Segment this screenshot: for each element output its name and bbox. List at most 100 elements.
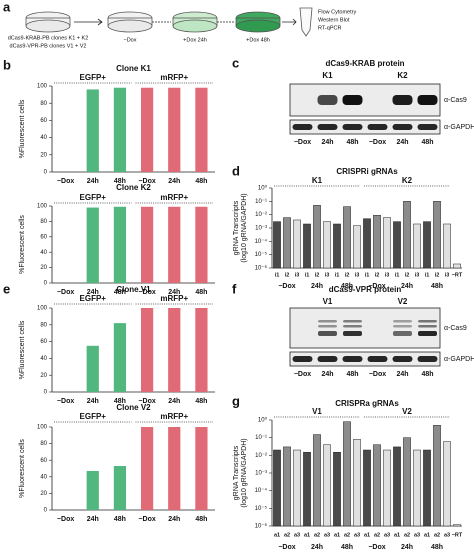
bar: [293, 449, 301, 527]
x-tick-label: i2: [375, 272, 380, 278]
clone-label: dCas9-KRAB-PB clones K1 + K2: [8, 35, 89, 41]
blot-clone: K2: [397, 71, 408, 80]
timepoint-label: 24h: [311, 544, 323, 551]
x-tick-label: 24h: [87, 516, 99, 523]
bar: [140, 427, 154, 510]
y-axis-label: gRNA Transcripts: [233, 445, 240, 500]
blot-membrane: [289, 351, 441, 367]
y-axis-label: (log10 gRNA/GAPDH): [241, 193, 248, 262]
bar: [195, 427, 208, 510]
blot-title: dCas9-VPR protein: [329, 285, 402, 294]
bar: [313, 434, 321, 527]
bar: [433, 425, 441, 527]
x-tick-label: −Dox: [57, 398, 74, 405]
timepoint-label: −Dox: [278, 283, 295, 290]
y-tick-label: 100: [37, 204, 48, 210]
bar: [86, 89, 99, 172]
x-tick-label: i2: [435, 272, 440, 278]
x-tick-label: a3: [414, 532, 420, 538]
x-tick-label: 48h: [195, 516, 207, 523]
x-tick-label: i1: [335, 272, 340, 278]
bar: [323, 444, 331, 527]
x-tick-label: 48h: [114, 289, 126, 296]
x-tick-label: i3: [445, 272, 450, 278]
y-tick-label: 10⁻⁵: [255, 505, 268, 512]
lane-label: 48h: [421, 371, 433, 378]
x-tick-label: −Dox: [138, 178, 155, 185]
bar: [168, 206, 181, 283]
x-tick-label: 48h: [195, 289, 207, 296]
blot-band: [418, 325, 437, 328]
timepoint-label: 48h: [341, 283, 353, 290]
panel-letter: f: [232, 281, 237, 296]
group-label: K1: [312, 176, 323, 185]
x-tick-label: a1: [424, 532, 430, 538]
y-axis-label: %Fluorescent cells: [19, 99, 26, 158]
y-tick-label: 10⁻⁴: [255, 238, 268, 245]
bar: [113, 466, 127, 510]
y-tick-label: 0: [44, 508, 48, 514]
y-axis-label: %Fluorescent cells: [19, 439, 26, 498]
y-tick-label: 100: [37, 425, 48, 431]
bar: [86, 345, 99, 392]
blot-band: [318, 331, 337, 336]
x-tick-label: i2: [345, 272, 350, 278]
blot-band: [342, 124, 363, 130]
x-tick-label: i3: [325, 272, 330, 278]
bar: [283, 217, 291, 269]
blot-title: dCas9-KRAB protein: [325, 59, 404, 68]
lane-label: −Dox: [294, 139, 311, 146]
timepoint-label: 48h: [341, 544, 353, 551]
blot-band: [318, 325, 337, 328]
x-tick-label: i1: [425, 272, 430, 278]
bar: [413, 223, 421, 269]
blot-clone: V1: [323, 297, 333, 306]
antibody-label: α-Cas9: [444, 325, 467, 332]
x-tick-label: a2: [284, 532, 290, 538]
x-tick-label: a1: [334, 532, 340, 538]
blot-band: [367, 124, 388, 130]
x-tick-label: i3: [295, 272, 300, 278]
chart-title: Clone K2: [116, 183, 151, 192]
lane-label: 24h: [396, 371, 408, 378]
x-tick-label: i2: [315, 272, 320, 278]
timepoint-label: 24h: [311, 283, 323, 290]
y-axis-label: %Fluorescent cells: [19, 320, 26, 379]
blot-band: [392, 356, 413, 362]
y-tick-label: 10⁻⁵: [255, 251, 268, 258]
x-tick-label: i1: [365, 272, 370, 278]
bar: [383, 217, 391, 269]
bar: [86, 470, 99, 510]
bar: [303, 223, 311, 269]
blot-band: [343, 320, 362, 323]
bar: [168, 308, 181, 392]
y-tick-label: 10⁻³: [255, 226, 267, 232]
y-tick-label: 20: [40, 152, 47, 158]
lane-label: −Dox: [369, 139, 386, 146]
bar: [393, 221, 401, 269]
bar: [195, 308, 208, 392]
blot-membrane: [289, 83, 441, 117]
x-tick-label: a1: [304, 532, 310, 538]
chart-title: CRISPRa gRNAs: [335, 399, 399, 408]
blot-band: [418, 331, 437, 336]
assay-label: Western Blot: [318, 17, 350, 23]
bar: [140, 206, 154, 283]
blot-membrane: [289, 119, 441, 135]
blot-band: [392, 124, 413, 130]
blot-clone: K1: [322, 71, 333, 80]
timepoint-label: −Dox: [368, 544, 385, 551]
panel-letter: e: [3, 281, 10, 296]
antibody-label: α-GAPDH: [444, 356, 474, 363]
y-tick-label: 40: [40, 135, 47, 141]
x-tick-label: −Dox: [57, 516, 74, 523]
x-tick-label: 24h: [168, 289, 180, 296]
y-tick-label: 80: [40, 441, 47, 447]
x-tick-label: −RT: [452, 272, 463, 278]
group-label: EGFP+: [80, 412, 107, 421]
bar: [113, 323, 127, 392]
bar: [353, 439, 361, 527]
x-tick-label: a2: [404, 532, 410, 538]
chart-title: Clone V1: [116, 285, 151, 294]
